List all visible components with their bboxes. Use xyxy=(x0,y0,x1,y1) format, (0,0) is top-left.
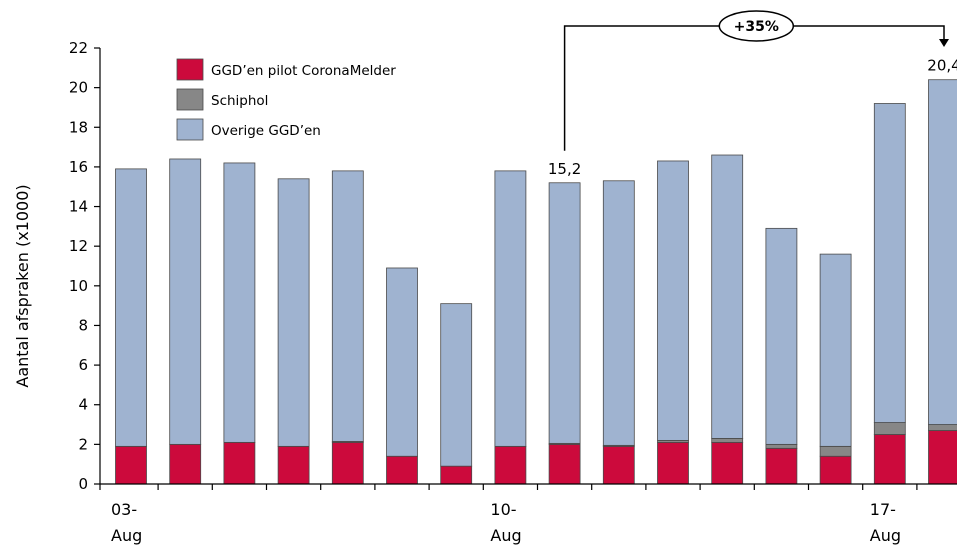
bar-segment-overige xyxy=(494,170,527,447)
legend-swatch xyxy=(176,118,204,141)
bar-stack-08-Aug xyxy=(386,267,418,485)
annotation-badge xyxy=(718,10,795,42)
bar-segment-overige xyxy=(115,168,147,447)
bar-stack-07-Aug xyxy=(331,170,364,485)
bar-stack-16-Aug xyxy=(819,253,852,485)
bar-segment-overige xyxy=(602,180,635,446)
bar-segment-pilot xyxy=(115,445,147,485)
x-axis: 03- Aug 10- Aug 17- Aug xyxy=(99,483,957,545)
bar-segment-overige xyxy=(386,267,418,457)
bar-segment-pilot xyxy=(928,430,957,485)
x-tick-label: 03- xyxy=(111,500,137,519)
arrow-head-icon xyxy=(939,39,949,47)
y-tick-label: 14 xyxy=(69,198,88,216)
bar-segment-pilot xyxy=(873,434,906,485)
bar-stack-09-Aug xyxy=(440,303,473,485)
bar-segment-schiphol xyxy=(819,445,852,457)
bar-segment-overige xyxy=(277,178,310,447)
bar-stack-13-Aug xyxy=(657,160,689,485)
bar-segment-pilot xyxy=(277,445,310,485)
bar-stack-05-Aug xyxy=(223,162,256,485)
bar-segment-pilot xyxy=(223,441,256,485)
bar-segment-overige xyxy=(440,303,473,467)
bar-segment-overige xyxy=(873,103,906,423)
bar-segment-schiphol xyxy=(711,438,744,443)
bar-stack-03-Aug xyxy=(115,168,147,485)
bar-segment-overige xyxy=(548,182,581,444)
annotation-text: +35% xyxy=(734,19,779,35)
data-label: 15,2 xyxy=(548,160,581,178)
data-labels: 15,2 20,4 xyxy=(548,57,957,178)
bar-segment-pilot xyxy=(711,441,744,485)
x-tick-label: 10- xyxy=(490,500,516,519)
bar-segment-pilot xyxy=(819,455,852,485)
bar-stack-06-Aug xyxy=(277,178,310,485)
bar-stack-10-Aug xyxy=(494,170,527,485)
bar-stack-14-Aug xyxy=(711,154,744,485)
y-tick-label: 6 xyxy=(78,356,88,374)
bar-segment-overige xyxy=(223,162,256,443)
legend: GGD’en pilot CoronaMelder Schiphol Overige… xyxy=(176,58,396,141)
bar-segment-pilot xyxy=(765,447,798,485)
x-tick-label: Aug xyxy=(490,526,521,545)
legend-swatch xyxy=(176,58,204,81)
y-tick-label: 10 xyxy=(69,277,88,295)
y-tick-label: 18 xyxy=(69,118,88,136)
y-tick-label: 8 xyxy=(78,316,88,334)
y-tick-label: 2 xyxy=(78,435,88,453)
bar-segment-overige xyxy=(711,154,744,439)
bar-segment-overige xyxy=(765,227,798,445)
bar-stack-11-Aug xyxy=(548,182,581,485)
bar-stack-18-Aug xyxy=(928,79,957,485)
y-tick-label: 12 xyxy=(69,237,88,255)
bar-stack-04-Aug xyxy=(169,158,202,485)
bar-stack-12-Aug xyxy=(602,180,635,485)
bar-segment-overige xyxy=(657,160,689,441)
legend-label: GGD’en pilot CoronaMelder xyxy=(211,63,396,79)
x-tick-label: Aug xyxy=(870,526,901,545)
y-tick-label: 16 xyxy=(69,158,88,176)
bar-segment-pilot xyxy=(440,465,473,485)
y-tick-label: 4 xyxy=(78,396,88,414)
bar-segment-overige xyxy=(928,79,957,425)
x-tick-label: Aug xyxy=(111,526,142,545)
bars xyxy=(115,79,957,485)
x-tick-label: 17- xyxy=(870,500,896,519)
bar-segment-overige xyxy=(169,158,202,445)
bar-segment-overige xyxy=(819,253,852,447)
bar-stack-15-Aug xyxy=(765,227,798,485)
bar-segment-pilot xyxy=(657,441,689,485)
bar-segment-pilot xyxy=(386,455,418,485)
y-tick-label: 22 xyxy=(69,39,88,57)
bar-stack-17-Aug xyxy=(873,103,906,485)
legend-swatch xyxy=(176,88,204,111)
y-tick-label: 20 xyxy=(69,79,88,97)
y-tick-label: 0 xyxy=(78,475,88,493)
bar-segment-pilot xyxy=(494,445,527,485)
legend-label: Overige GGD’en xyxy=(211,123,321,139)
bar-segment-schiphol xyxy=(765,443,798,449)
growth-annotation: +35% xyxy=(563,10,949,151)
bar-segment-overige xyxy=(331,170,364,442)
y-axis-label: Aantal afspraken (x1000) xyxy=(13,184,32,387)
data-label: 20,4 xyxy=(927,57,957,75)
bar-segment-pilot xyxy=(331,441,364,485)
bar-segment-pilot xyxy=(169,443,202,485)
legend-label: Schiphol xyxy=(211,93,268,109)
bar-segment-pilot xyxy=(548,443,581,485)
bar-segment-schiphol xyxy=(873,422,906,435)
bar-segment-pilot xyxy=(602,445,635,485)
y-axis: 0 2 4 6 8 10 12 14 16 18 20 22 xyxy=(69,39,101,493)
bar-segment-schiphol xyxy=(928,424,957,431)
